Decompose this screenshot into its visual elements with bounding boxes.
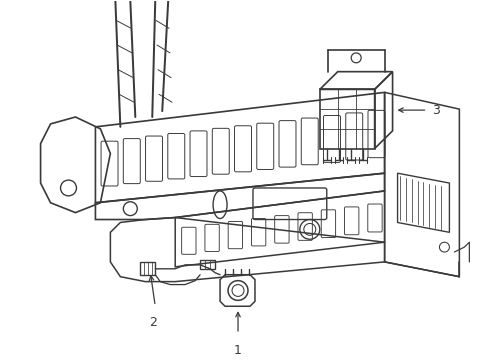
Text: 3: 3 <box>433 104 441 117</box>
Text: 2: 2 <box>149 316 157 329</box>
Text: 1: 1 <box>234 344 242 357</box>
